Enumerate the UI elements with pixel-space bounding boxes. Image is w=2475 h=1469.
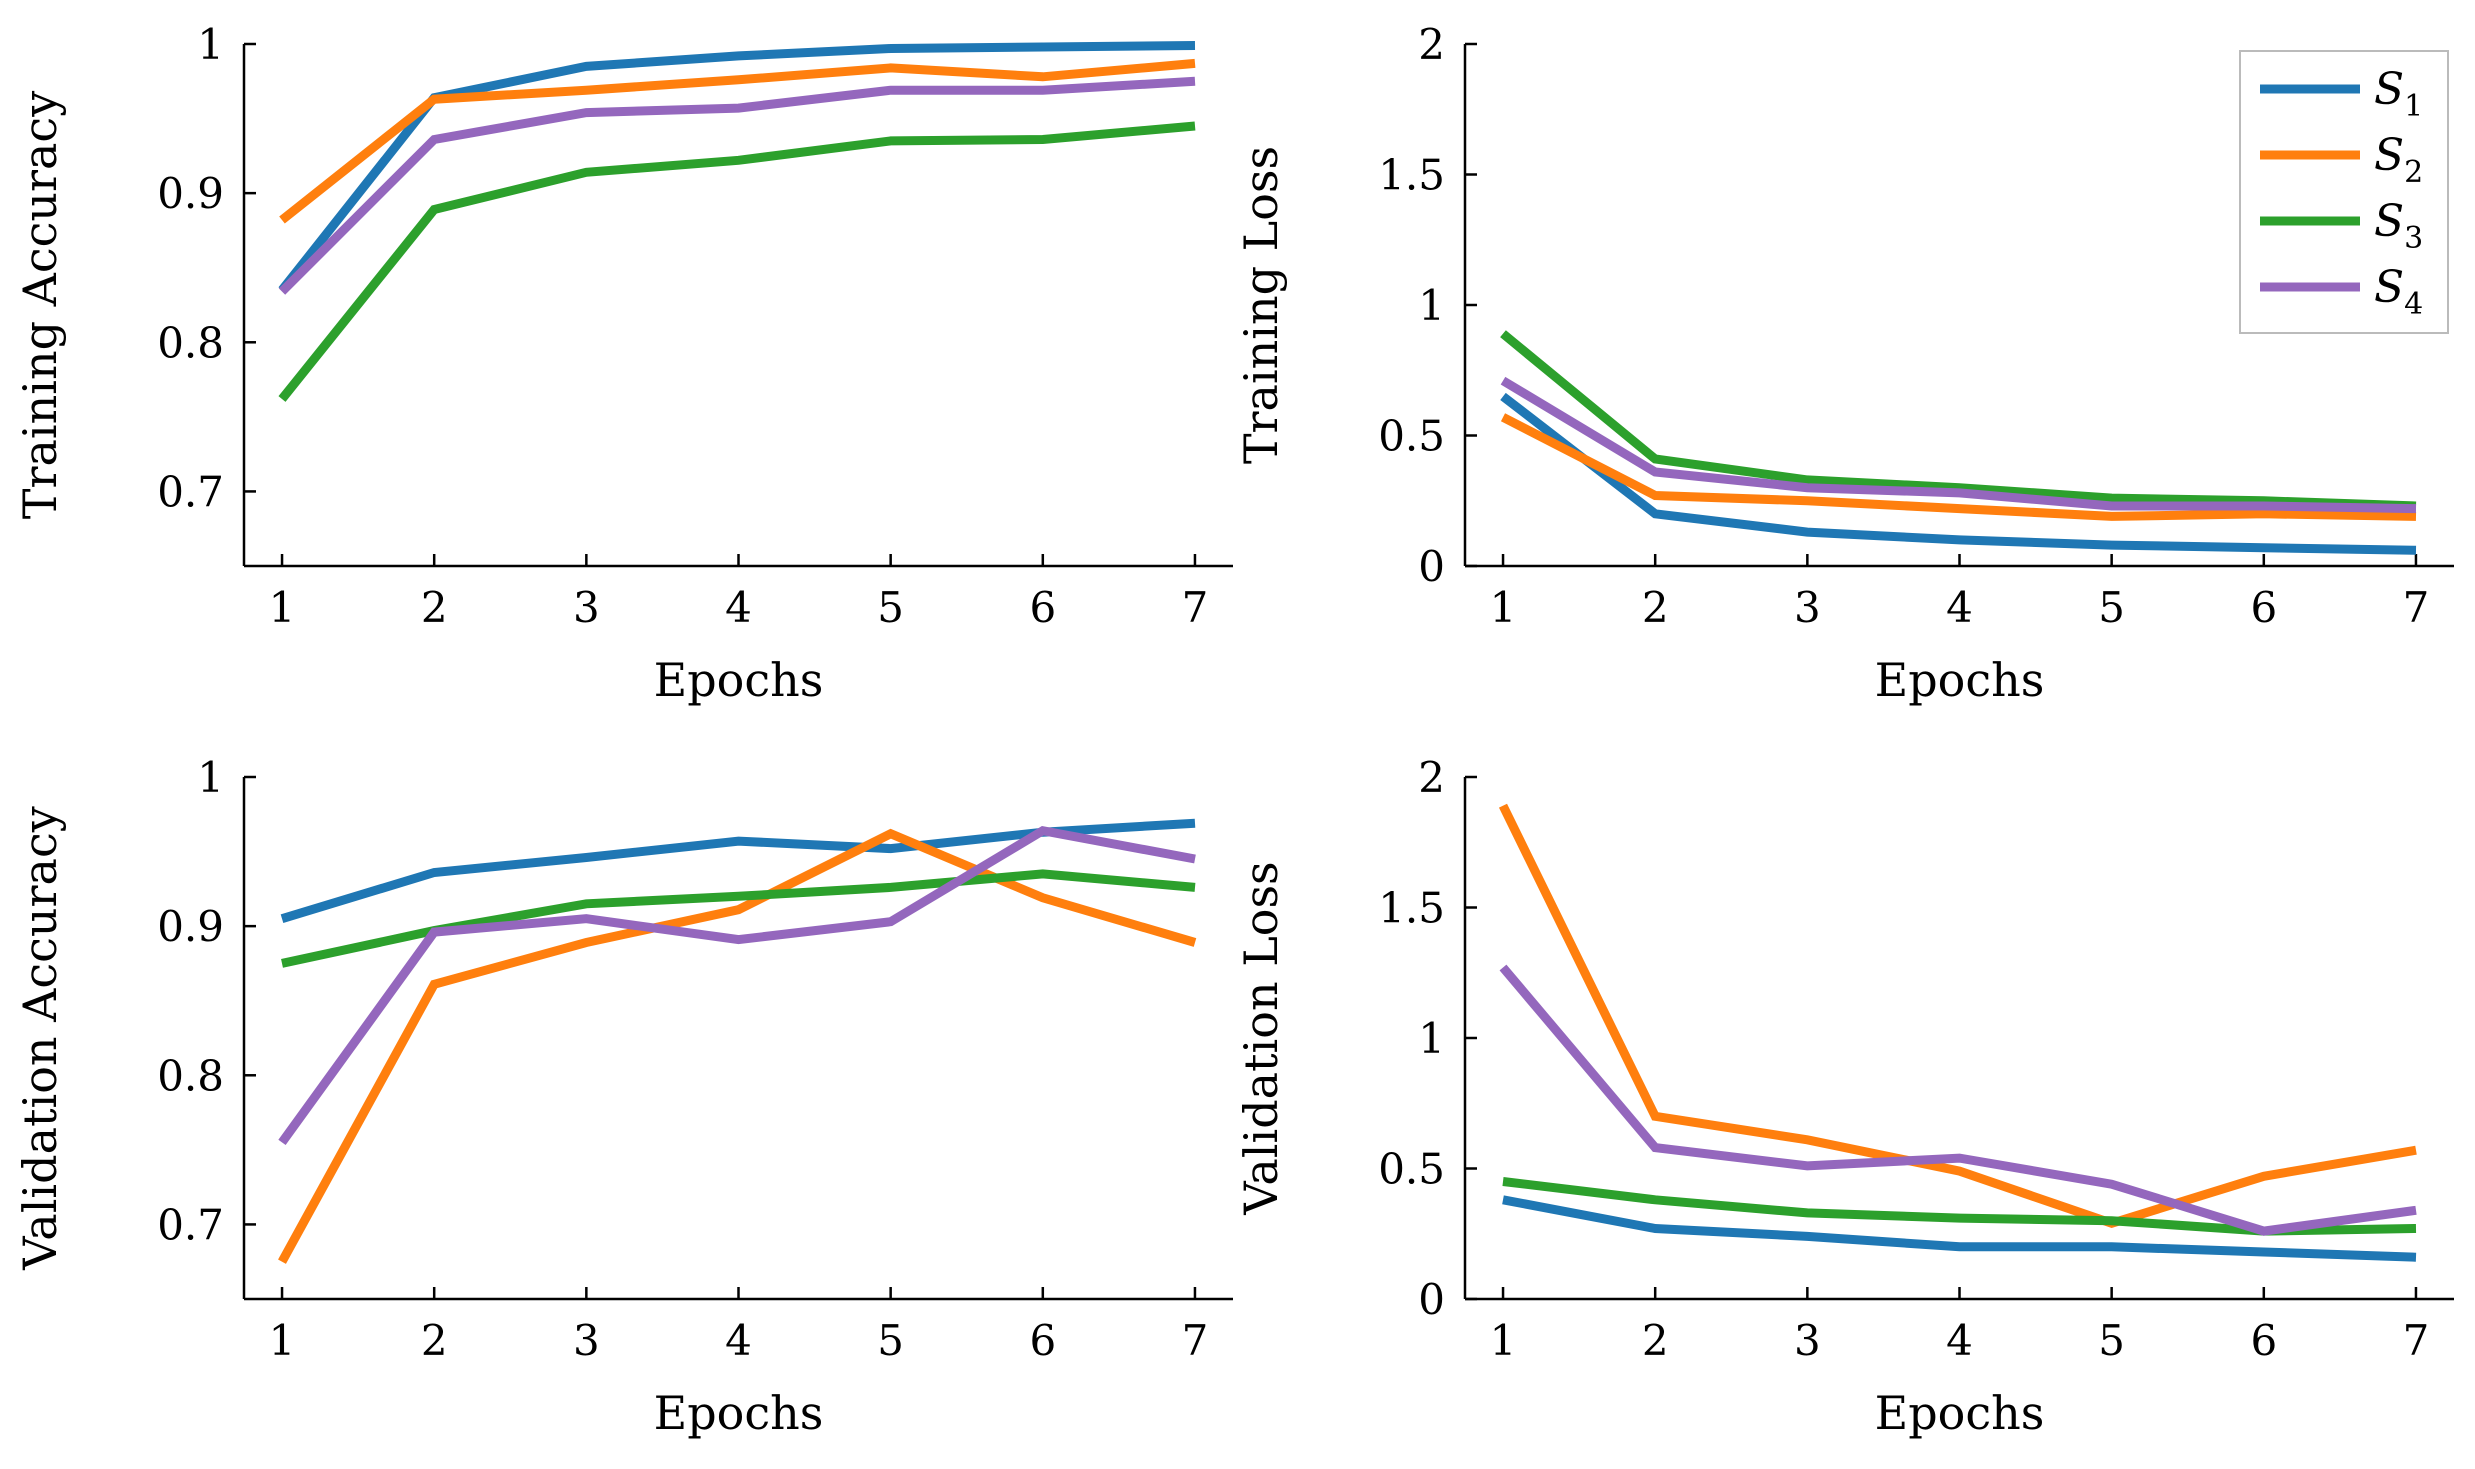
validation-accuracy-y-tick-label: 1 — [197, 753, 224, 802]
training-loss-x-tick-label: 5 — [2098, 583, 2125, 632]
training-accuracy-y-axis-title: Training Accuracy — [13, 91, 67, 519]
validation-accuracy-y-tick-label: 0.7 — [157, 1200, 224, 1249]
training-loss-x-tick-label: 7 — [2403, 583, 2430, 632]
training-loss-panel: 1 2 3 4 5 6 7 0 0.5 1 1.5 2 Epochs Training Loss — [1234, 20, 2454, 707]
training-accuracy-panel: 1 2 3 4 5 6 7 0.7 0.8 0.9 1 Epochs Training Accuracy — [13, 20, 1233, 707]
validation-loss-series-s4-line — [1499, 964, 2417, 1236]
validation-loss-x-tick-label: 4 — [1946, 1316, 1973, 1365]
validation-loss-x-tick-label: 5 — [2098, 1316, 2125, 1365]
training-accuracy-y-tick-label: 0.7 — [157, 467, 224, 516]
training-loss-y-axis-title: Training Loss — [1234, 146, 1288, 464]
training-loss-y-tick-label: 0 — [1418, 542, 1445, 591]
training-accuracy-series-s4-line — [278, 76, 1196, 295]
validation-accuracy-series-s2-line — [278, 828, 1197, 1264]
training-loss-series-s4-line — [1500, 376, 2417, 514]
training-accuracy-x-axis-title: Epochs — [654, 653, 824, 707]
training-accuracy-y-tick-label: 1 — [197, 20, 224, 69]
validation-loss-y-tick-label: 0 — [1418, 1275, 1445, 1324]
training-loss-y-tick-label: 2 — [1418, 20, 1445, 69]
training-loss-series-s1-line — [1500, 392, 2417, 555]
validation-loss-series-s1-line — [1502, 1195, 2417, 1262]
validation-accuracy-x-tick-label: 1 — [269, 1316, 296, 1365]
training-accuracy-x-tick-label: 6 — [1029, 583, 1056, 632]
training-loss-series-s3-line — [1500, 330, 2417, 511]
training-loss-series-s2-line — [1500, 413, 2417, 521]
validation-loss-y-tick-label: 0.5 — [1378, 1145, 1445, 1194]
validation-accuracy-y-axis-title: Validation Accuracy — [13, 806, 67, 1270]
training-loss-x-tick-label: 2 — [1642, 583, 1669, 632]
training-loss-y-tick-label: 1 — [1418, 281, 1445, 330]
training-accuracy-x-tick-label: 7 — [1182, 583, 1209, 632]
validation-loss-y-tick-label: 1 — [1418, 1014, 1445, 1063]
training-loss-x-tick-label: 1 — [1490, 583, 1517, 632]
training-loss-y-tick-label: 1.5 — [1378, 151, 1445, 200]
training-accuracy-series-s2-line — [279, 58, 1196, 224]
legend-label-subscript: 3 — [2404, 221, 2423, 256]
validation-loss-x-tick-label: 3 — [1794, 1316, 1821, 1365]
legend-label-subscript: 4 — [2404, 287, 2423, 322]
validation-accuracy-x-tick-label: 2 — [421, 1316, 448, 1365]
validation-loss-x-tick-label: 6 — [2250, 1316, 2277, 1365]
training-accuracy-x-tick-label: 1 — [269, 583, 296, 632]
training-accuracy-x-tick-label: 2 — [421, 583, 448, 632]
validation-loss-y-tick-label: 2 — [1418, 753, 1445, 802]
training-loss-y-tick-label: 0.5 — [1378, 412, 1445, 461]
validation-loss-panel: 1 2 3 4 5 6 7 0 0.5 1 1.5 2 Epochs Validation Loss — [1234, 753, 2454, 1440]
training-accuracy-y-tick-label: 0.8 — [157, 318, 224, 367]
validation-accuracy-x-tick-label: 7 — [1182, 1316, 1209, 1365]
validation-accuracy-x-tick-label: 4 — [725, 1316, 752, 1365]
validation-loss-x-tick-label: 2 — [1642, 1316, 1669, 1365]
validation-accuracy-x-axis-title: Epochs — [654, 1386, 824, 1440]
validation-loss-x-tick-label: 7 — [2403, 1316, 2430, 1365]
training-accuracy-x-tick-label: 5 — [877, 583, 904, 632]
training-accuracy-series-s3-line — [278, 121, 1196, 402]
legend-label-subscript: 2 — [2404, 155, 2423, 190]
training-loss-x-tick-label: 6 — [2250, 583, 2277, 632]
validation-accuracy-panel: 1 2 3 4 5 6 7 0.7 0.8 0.9 1 Epochs Validation Accura… — [13, 753, 1233, 1440]
legend-label-subscript: 1 — [2404, 89, 2423, 124]
training-loss-x-axis-title: Epochs — [1875, 653, 2045, 707]
validation-accuracy-series-s4-line — [278, 825, 1196, 1146]
training-accuracy-y-tick-label: 0.9 — [157, 169, 224, 218]
validation-loss-series-s2-line — [1498, 803, 2417, 1229]
training-loss-x-tick-label: 3 — [1794, 583, 1821, 632]
validation-accuracy-x-tick-label: 5 — [877, 1316, 904, 1365]
validation-loss-y-axis-title: Validation Loss — [1234, 861, 1288, 1215]
training-loss-x-tick-label: 4 — [1946, 583, 1973, 632]
validation-accuracy-x-tick-label: 6 — [1029, 1316, 1056, 1365]
validation-accuracy-x-tick-label: 3 — [573, 1316, 600, 1365]
validation-loss-y-tick-label: 1.5 — [1378, 884, 1445, 933]
validation-accuracy-y-tick-label: 0.8 — [157, 1051, 224, 1100]
training-accuracy-x-tick-label: 3 — [573, 583, 600, 632]
validation-accuracy-y-tick-label: 0.9 — [157, 902, 224, 951]
training-accuracy-x-tick-label: 4 — [725, 583, 752, 632]
validation-loss-x-tick-label: 1 — [1490, 1316, 1517, 1365]
validation-loss-x-axis-title: Epochs — [1875, 1386, 2045, 1440]
